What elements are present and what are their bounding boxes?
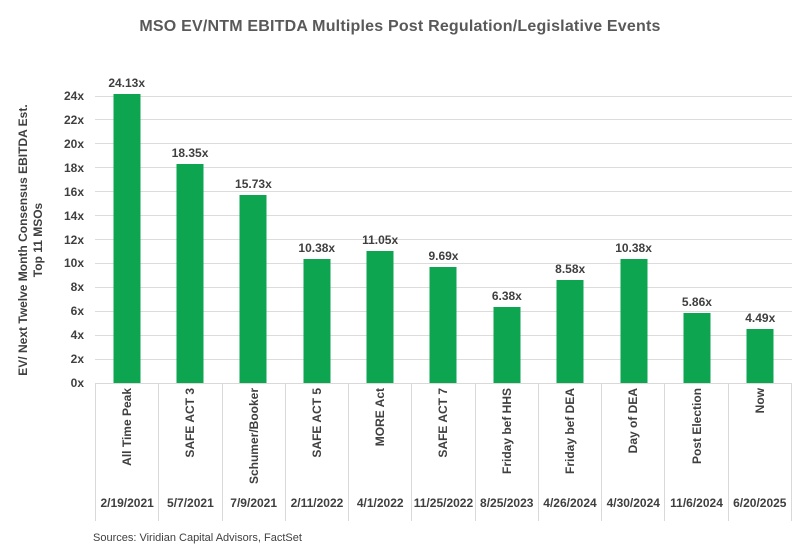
bar-column: 11.05x (348, 96, 411, 383)
y-tick-label: 8x (70, 280, 84, 295)
category-label: Now (752, 388, 767, 414)
bar-column: 8.58x (539, 96, 602, 383)
bar-column: 15.73x (222, 96, 285, 383)
axis-cell: Schumer/Booker 7/9/2021 (221, 384, 285, 521)
y-axis-label-line1: EV/ Next Twelve Month Consensus EBITDA E… (16, 103, 30, 376)
bar-value-label: 4.49x (745, 311, 776, 326)
gridline (95, 239, 792, 240)
category-axis: All Time Peak 2/19/2021 SAFE ACT 3 5/7/2021… (95, 383, 792, 521)
gridline (95, 167, 792, 169)
bar-column: 4.49x (729, 96, 792, 383)
plot-area: 24.13x 18.35x 15.73x 10.38x 11.05x 9.69x 6.38x… (95, 76, 792, 384)
bar-column: 18.35x (158, 96, 221, 383)
date-label: 4/1/2022 (356, 496, 404, 510)
y-tick-label: 20x (63, 136, 84, 151)
axis-cell: MORE Act 4/1/2022 (348, 384, 411, 521)
gridline (95, 191, 792, 193)
y-tick-label: 16x (63, 184, 84, 199)
axis-cell: Now 6/20/2025 (727, 384, 792, 521)
y-tick-label: 24x (63, 89, 84, 103)
axis-cell: Friday bef HHS 8/25/2023 (474, 384, 538, 521)
axis-cell: All Time Peak 2/19/2021 (95, 384, 158, 521)
bar (556, 280, 584, 383)
bar-column: 9.69x (412, 96, 475, 383)
bar-value-label: 9.69x (428, 249, 459, 264)
axis-cell: Day of DEA 4/30/2024 (601, 384, 664, 521)
bar (746, 329, 774, 383)
bar-column: 10.38x (602, 96, 665, 383)
date-label: 6/20/2025 (733, 496, 787, 510)
y-axis-label-line2: Top 11 MSOs (31, 202, 45, 277)
source-note: Sources: Viridian Capital Advisors, Fact… (93, 532, 302, 544)
date-label: 8/25/2023 (480, 496, 534, 510)
category-label: Post Election (689, 388, 704, 465)
bar (239, 194, 267, 383)
bar (113, 94, 141, 383)
y-tick-label: 12x (63, 232, 84, 247)
bar-column: 10.38x (285, 96, 348, 383)
bar (429, 267, 457, 383)
bar-column: 5.86x (665, 96, 728, 383)
bar-value-label: 24.13x (108, 76, 146, 91)
category-label: SAFE ACT 5 (309, 388, 324, 458)
gridline (95, 262, 792, 264)
axis-cell: Post Election 11/6/2024 (664, 384, 727, 521)
category-label: SAFE ACT 3 (183, 388, 198, 458)
bar-value-label: 11.05x (362, 232, 399, 247)
bar-value-label: 18.35x (171, 145, 209, 160)
y-tick-label: 18x (63, 160, 84, 175)
axis-cell: Friday bef DEA 4/26/2024 (537, 384, 601, 521)
axis-cell: SAFE ACT 5 2/11/2022 (284, 384, 348, 521)
y-tick-label: 6x (70, 304, 84, 319)
date-label: 2/19/2021 (100, 496, 154, 510)
y-axis-ticks: 0x 2x 4x 6x 8x 10x 12x 14x 16x 18x 20x 22x 24x (46, 89, 84, 390)
date-label: 7/9/2021 (230, 496, 278, 510)
bar (366, 250, 394, 383)
gridline (95, 95, 792, 97)
y-tick-label: 4x (70, 328, 84, 343)
y-axis-label-text: EV/ Next Twelve Month Consensus EBITDA E… (16, 25, 46, 455)
y-tick-label: 0x (70, 376, 84, 390)
category-label: Friday bef HHS (499, 388, 514, 475)
category-label: Friday bef DEA (562, 388, 577, 475)
bar (176, 163, 204, 383)
date-label: 4/26/2024 (543, 496, 597, 510)
category-label: Day of DEA (626, 388, 641, 454)
gridline (95, 215, 792, 217)
bar-columns: 24.13x 18.35x 15.73x 10.38x 11.05x 9.69x 6.38x… (95, 76, 792, 383)
bar-value-label: 15.73x (235, 176, 272, 191)
date-label: 4/30/2024 (606, 496, 660, 510)
category-label: SAFE ACT 7 (436, 388, 451, 458)
date-label: 11/6/2024 (670, 496, 723, 510)
category-label: Schumer/Booker (246, 388, 261, 485)
y-tick-label: 22x (63, 112, 84, 127)
bar-value-label: 5.86x (681, 294, 712, 309)
bar-column: 6.38x (475, 96, 538, 383)
category-label: All Time Peak (120, 388, 135, 466)
axis-cell: SAFE ACT 7 11/25/2022 (411, 384, 474, 521)
date-label: 2/11/2022 (290, 496, 344, 510)
y-tick-label: 10x (63, 256, 84, 271)
category-label: MORE Act (373, 388, 388, 447)
bar (493, 306, 521, 383)
date-label: 11/25/2022 (413, 496, 474, 510)
bar-value-label: 10.38x (298, 240, 336, 255)
gridline (95, 143, 792, 145)
gridline (95, 119, 792, 121)
date-label: 5/7/2021 (167, 496, 214, 510)
bar-column: 24.13x (95, 76, 158, 383)
bar (303, 258, 331, 383)
bar-value-label: 10.38x (615, 240, 652, 255)
axis-cell: SAFE ACT 3 5/7/2021 (158, 384, 221, 521)
chart-title: MSO EV/NTM EBITDA Multiples Post Regulat… (139, 18, 661, 35)
y-tick-label: 14x (63, 208, 84, 223)
bar-value-label: 6.38x (491, 288, 522, 303)
bar (683, 312, 711, 383)
bar-value-label: 8.58x (555, 262, 586, 277)
y-tick-label: 2x (70, 352, 84, 367)
bar (620, 258, 648, 383)
